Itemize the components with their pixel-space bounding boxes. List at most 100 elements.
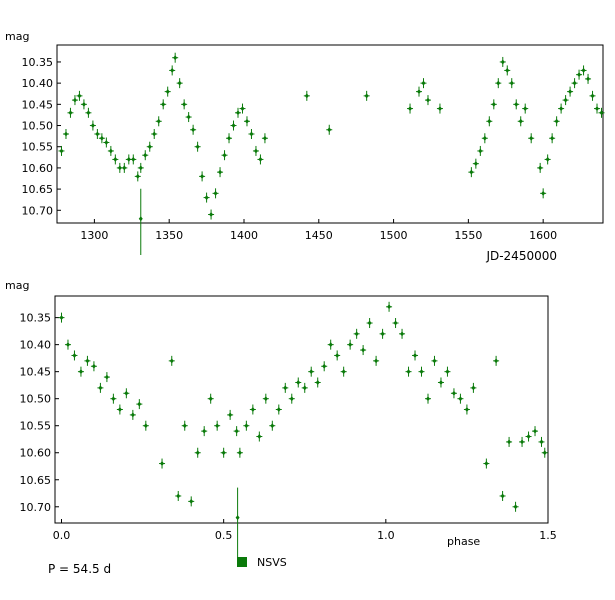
bottom-data-point [220,447,227,458]
bottom-data-point [188,496,195,507]
top-data-point [252,145,259,156]
top-data-point [172,52,179,63]
bottom-data-point [116,404,123,415]
top-xlabel: JD-2450000 [485,249,557,263]
top-data-point [176,78,183,89]
top-data-point [248,129,255,139]
top-ylabel: mag [5,30,29,43]
top-data-point [424,95,431,106]
top-data-point [508,78,515,89]
top-data-point [89,120,96,131]
top-data-point [76,90,83,101]
bottom-data-point [360,345,367,356]
bottom-plot-frame [54,295,549,524]
top-ytick-label: 10.35 [22,56,54,69]
top-data-point [85,107,92,118]
legend-swatch-icon [237,557,247,567]
top-xtick-label: 1550 [454,229,482,242]
bottom-data-point [77,366,84,377]
bottom-data-points [58,301,548,560]
top-data-point [495,78,502,89]
top-data-point [257,154,264,165]
bottom-data-point [181,420,188,431]
bottom-data-point [431,355,438,366]
bottom-data-point [301,382,308,393]
bottom-xlabel: phase [447,535,480,548]
bottom-data-point [275,404,282,415]
top-data-point [169,65,176,76]
bottom-data-point [347,339,354,350]
bottom-xtick-label: 0.5 [215,529,233,542]
bottom-data-point [71,350,78,361]
top-data-point [589,90,596,101]
top-data-point [142,150,149,161]
bottom-data-point [159,458,166,469]
top-data-point [160,99,167,110]
top-data-point [436,103,443,114]
top-data-point [94,129,101,139]
top-data-point [416,86,423,97]
top-data-point [468,167,475,178]
top-data-point [190,124,197,135]
top-data-point [522,103,529,114]
top-data-point [130,154,137,165]
top-data-point [499,56,506,67]
bottom-data-point [512,501,519,512]
bottom-data-point [399,328,406,339]
bottom-data-point [541,447,548,458]
top-y-axis: 10.35 10.40 10.45 10.50 10.55 10.60 10.65 10.70 [22,56,61,217]
bottom-xtick-label: 1.0 [377,529,395,542]
top-ytick-label: 10.65 [22,183,54,196]
bottom-ytick-label: 10.65 [20,474,52,487]
top-data-point [235,107,242,118]
top-xtick-label: 1350 [155,229,183,242]
bottom-data-point [227,409,234,420]
top-xtick-label: 1500 [380,229,408,242]
top-data-point [580,65,587,76]
top-data-point [407,103,414,114]
bottom-data-point [424,393,431,404]
bottom-data-point [269,420,276,431]
top-data-point [71,95,78,106]
top-data-point [486,116,493,127]
bottom-data-point [334,350,341,361]
bottom-data-point [538,436,545,447]
top-data-point [221,150,228,161]
bottom-outlier-point [235,487,240,560]
period-label: P = 54.5 d [48,562,111,576]
top-data-point [504,65,511,76]
bottom-data-point [90,361,97,372]
top-data-point [517,116,524,127]
bottom-data-point [58,312,65,323]
bottom-data-point [437,377,444,388]
top-data-point [230,120,237,131]
bottom-data-point [262,393,269,404]
bottom-ytick-label: 10.70 [20,501,52,514]
top-data-point [164,86,171,97]
top-data-point [513,99,520,110]
bottom-data-point [288,393,295,404]
bottom-data-point [405,366,412,377]
top-data-point [363,90,370,101]
bottom-data-point [499,490,506,501]
top-xtick-label: 1450 [305,229,333,242]
bottom-data-point [214,420,221,431]
bottom-data-point [64,339,71,350]
bottom-data-point [327,339,334,350]
bottom-data-point [506,436,513,447]
top-data-point [239,103,246,114]
bottom-data-point [129,409,136,420]
bottom-data-point [243,420,250,431]
bottom-data-point [207,393,214,404]
top-data-point [116,162,123,173]
bottom-ytick-label: 10.45 [20,366,52,379]
top-data-point [80,99,87,110]
top-outlier-point [138,188,143,255]
top-data-point [594,103,601,114]
bottom-ytick-label: 10.40 [20,339,52,352]
top-data-point [103,137,110,148]
bottom-data-point [450,388,457,399]
top-data-point [544,154,551,165]
top-xtick-label: 1400 [230,229,258,242]
